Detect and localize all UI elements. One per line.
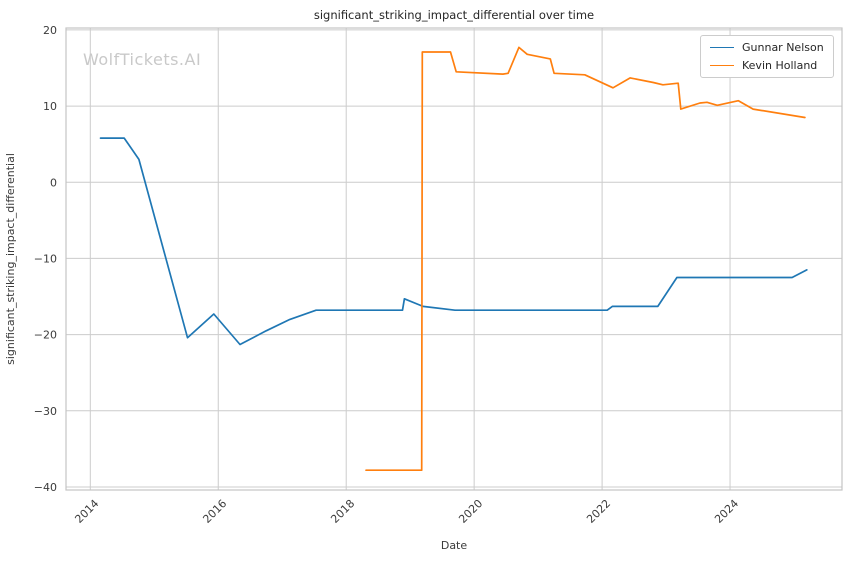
x-tick-label: 2014	[72, 497, 101, 526]
legend-item-gunnar-nelson: Gunnar Nelson	[710, 41, 824, 54]
series-line-kevin-holland	[365, 46, 806, 472]
legend-item-kevin-holland: Kevin Holland	[710, 59, 824, 72]
x-tick-label: 2016	[200, 497, 229, 526]
watermark: WolfTickets.AI	[83, 50, 201, 69]
y-tick-label: 10	[43, 100, 57, 113]
x-tick-label: 2024	[712, 497, 741, 526]
chart-title: significant_striking_impact_differential…	[314, 8, 594, 22]
y-tick-label: −10	[34, 252, 57, 265]
legend: Gunnar Nelson Kevin Holland	[700, 35, 834, 78]
y-axis-label: significant_striking_impact_differential	[4, 153, 17, 365]
legend-label: Gunnar Nelson	[742, 41, 824, 54]
series-line-gunnar-nelson	[99, 137, 808, 346]
y-tick-labels: 20 10 0 −10 −20 −30 −40	[34, 24, 57, 494]
legend-line-sample	[710, 65, 734, 66]
x-axis-label: Date	[441, 539, 468, 552]
y-tick-label: −40	[34, 481, 57, 494]
legend-label: Kevin Holland	[742, 59, 818, 72]
grid-lines	[66, 28, 842, 490]
y-tick-label: −20	[34, 329, 57, 342]
legend-line-sample	[710, 47, 734, 48]
series-lines	[99, 46, 808, 472]
x-tick-labels: 2014 2016 2018 2020 2022 2024	[72, 497, 741, 526]
y-tick-label: 0	[50, 176, 57, 189]
y-tick-label: 20	[43, 24, 57, 37]
plot-border	[65, 27, 843, 491]
x-tick-label: 2020	[456, 497, 485, 526]
y-tick-label: −30	[34, 405, 57, 418]
x-tick-label: 2022	[584, 497, 613, 526]
x-tick-label: 2018	[328, 497, 357, 526]
